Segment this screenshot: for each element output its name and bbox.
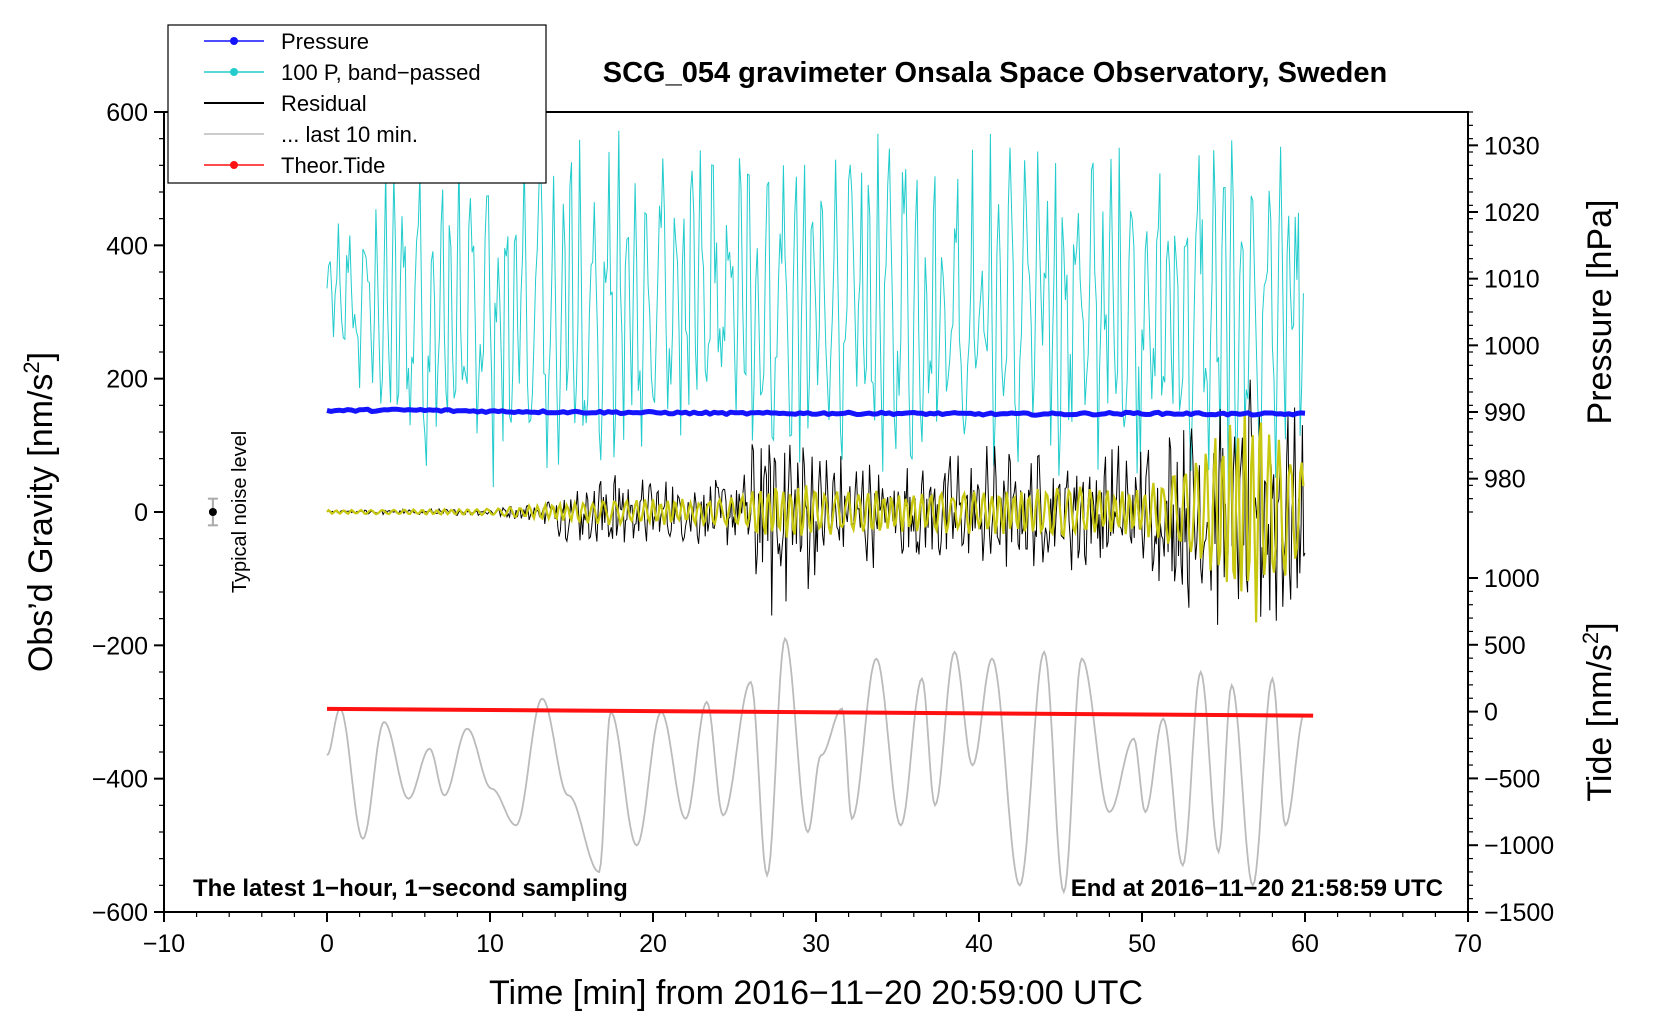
y-axis-title-close: ] [22,352,60,361]
x-tick-label: 60 [1291,930,1319,958]
series-layer [326,130,1314,895]
legend-label: Residual [281,91,367,116]
y-tick-label: 400 [106,232,148,260]
pressure-tick-label: 980 [1484,466,1526,494]
series-bandpassed-pressure [326,130,1304,503]
y-axis-title-sup: 2 [19,361,44,373]
tide-tick-label: −1000 [1484,832,1554,860]
x-tick-label: 40 [965,930,993,958]
tide-tick-label: −500 [1484,765,1540,793]
tide-tick-label: −1500 [1484,899,1554,927]
y-tick-label: 200 [106,366,148,394]
axes-layer: −10 0 10 20 30 40 50 60 70−600−400−2000200400600… [92,99,1555,958]
series-last-10-min [326,636,1305,895]
tide-tick-label: 500 [1484,632,1526,660]
series-residual-filtered [326,411,1305,623]
x-tick-label: 50 [1128,930,1156,958]
x-tick-label: 70 [1454,930,1482,958]
tide-axis-title-main: Tide [nm/s [1581,644,1619,801]
y-axis-title: Obs’d Gravity [nm/s2] [19,352,60,672]
sampling-note: The latest 1−hour, 1−second sampling [193,875,628,902]
x-axis-title: Time [min] from 2016−11−20 20:59:00 UTC [489,974,1143,1012]
pressure-tick-label: 1000 [1484,332,1540,360]
y-tick-label: −400 [92,766,148,794]
chart-title: SCG_054 gravimeter Onsala Space Observat… [603,57,1387,89]
pressure-tick-label: 1030 [1484,132,1540,160]
y-tick-label: 0 [134,499,148,527]
x-tick-label: 10 [476,930,504,958]
legend-label: 100 P, band−passed [281,60,481,85]
legend-marker [230,68,238,76]
y-tick-label: −600 [92,899,148,927]
tide-axis-title-close: ] [1581,622,1619,631]
end-time-note: End at 2016−11−20 21:58:59 UTC [1071,875,1443,902]
tide-tick-label: 0 [1484,699,1498,727]
pressure-tick-label: 990 [1484,399,1526,427]
legend-label: Pressure [281,29,369,54]
series-pressure [326,406,1306,418]
pressure-tick-label: 1010 [1484,266,1540,294]
legend-marker [230,37,238,45]
x-tick-label: 0 [320,930,334,958]
legend: Pressure 100 P, band−passed Residual ... la… [167,24,547,184]
series-theoretical-tide [326,706,1314,718]
legend-label: ... last 10 min. [281,122,418,147]
noise-level-label: Typical noise level [229,431,251,593]
legend-label: Theor.Tide [281,153,385,178]
tide-axis-title-sup: 2 [1578,632,1603,644]
tide-axis-title: Tide [nm/s2] [1578,622,1619,801]
y-axis-title-main: Obs’d Gravity [nm/s [22,374,60,673]
tide-tick-label: 1000 [1484,565,1540,593]
pressure-axis-title: Pressure [hPa] [1581,200,1619,425]
legend-marker [230,161,238,169]
y-tick-label: 600 [106,99,148,127]
noise-point [208,508,217,516]
x-tick-label: −10 [143,930,185,958]
x-tick-label: 30 [802,930,830,958]
noise-level-marker [207,497,218,527]
pressure-tick-label: 1020 [1484,199,1540,227]
y-tick-label: −200 [92,632,148,660]
x-tick-label: 20 [639,930,667,958]
